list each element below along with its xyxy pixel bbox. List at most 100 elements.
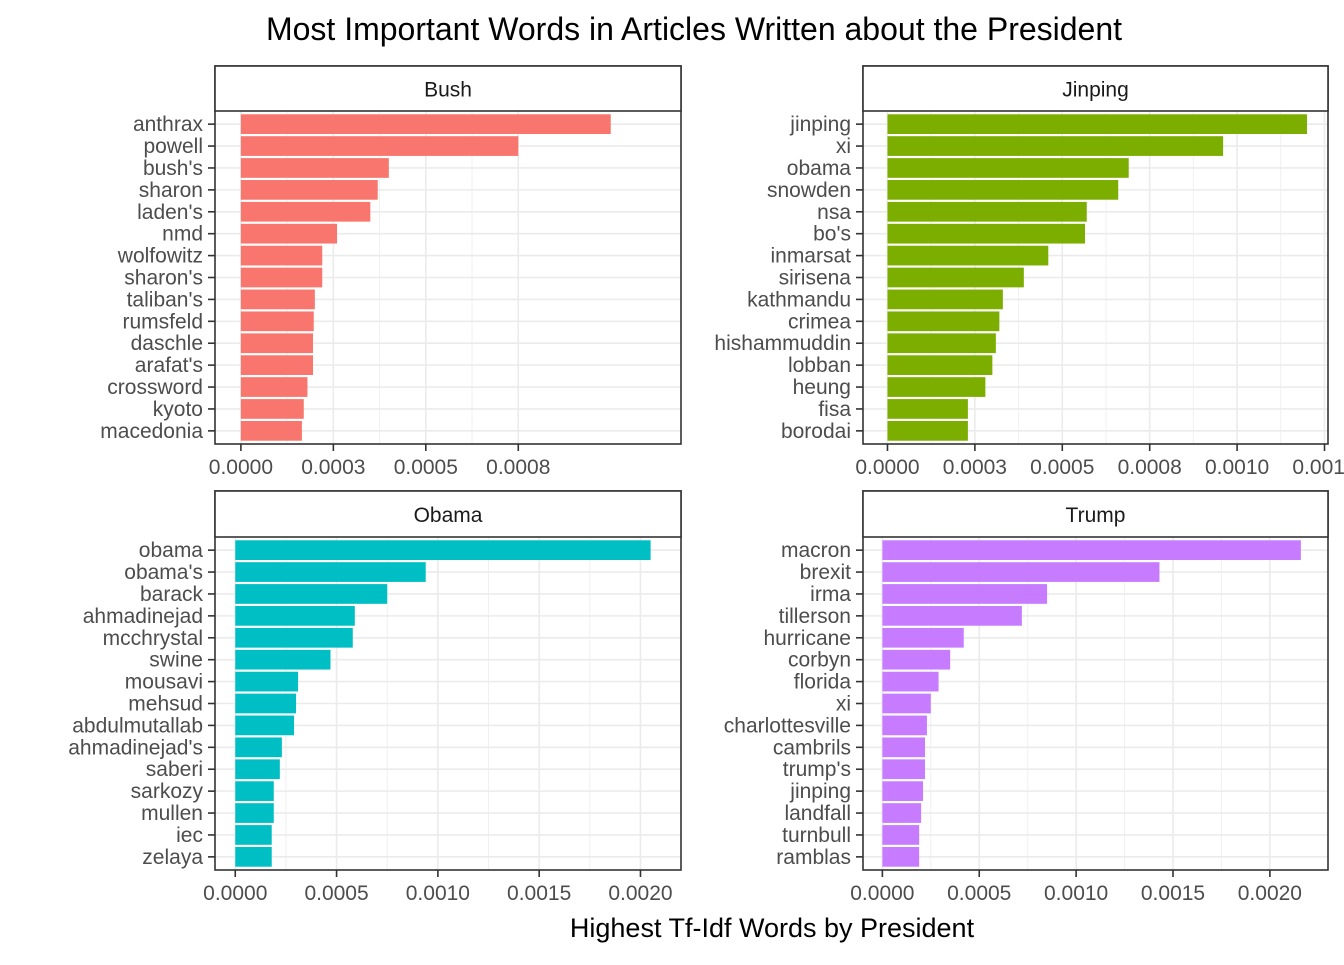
y-tick-label: ahmadinejad's xyxy=(68,736,203,759)
y-tick-label: ramblas xyxy=(776,846,851,869)
bar xyxy=(887,333,996,354)
bar xyxy=(887,311,1000,332)
bar xyxy=(235,781,274,801)
x-tick-label: 0.0008 xyxy=(486,456,550,479)
x-tick-label: 0.0010 xyxy=(1044,882,1108,905)
facet-panels: Bush anthraxpowellbush'ssharonladen'snmdw… xyxy=(68,65,1344,905)
y-tick-label: sirisena xyxy=(779,267,852,290)
x-tick-label: 0.0000 xyxy=(855,456,919,479)
y-tick-label: taliban's xyxy=(127,288,203,311)
y-tick-label: lobban xyxy=(788,354,851,377)
x-tick-label: 0.0020 xyxy=(608,882,672,905)
x-tick-label: 0.0005 xyxy=(394,456,458,479)
bar xyxy=(882,584,1048,604)
bar xyxy=(235,737,282,758)
y-tick-label: mullen xyxy=(141,802,203,825)
y-tick-label: turnbull xyxy=(782,824,851,847)
bar xyxy=(882,606,1022,626)
y-tick-label: mousavi xyxy=(125,671,203,694)
x-tick-label: 0.0003 xyxy=(943,456,1007,479)
y-tick-label: daschle xyxy=(131,332,203,355)
y-tick-label: tillerson xyxy=(779,605,851,628)
bar xyxy=(235,759,280,780)
y-tick-label: inmarsat xyxy=(770,245,851,268)
bar xyxy=(240,289,315,310)
bar xyxy=(887,355,993,375)
y-tick-label: jinping xyxy=(789,113,851,136)
bar xyxy=(882,540,1301,561)
y-tick-label: kyoto xyxy=(153,398,203,421)
bar xyxy=(882,715,927,736)
bar xyxy=(887,399,968,419)
y-tick-label: borodai xyxy=(781,420,851,443)
bar xyxy=(235,540,651,561)
y-tick-label: snowden xyxy=(767,179,851,202)
facet-strip-label: Trump xyxy=(1066,504,1126,527)
bar xyxy=(882,649,951,670)
x-tick-label: 0.0000 xyxy=(850,882,914,905)
facet-strip-label: Jinping xyxy=(1062,79,1129,102)
bar xyxy=(882,737,925,758)
y-tick-label: florida xyxy=(794,671,852,694)
facet-jinping: Jinping jinpingxiobamasnowdennsabo'sinmar… xyxy=(714,65,1344,479)
y-tick-label: arafat's xyxy=(135,354,203,377)
bar xyxy=(240,333,314,354)
bar xyxy=(882,846,920,867)
y-tick-label: trump's xyxy=(783,758,851,781)
x-tick-label: 0.0010 xyxy=(406,882,470,905)
y-tick-label: crimea xyxy=(788,310,851,333)
y-tick-label: wolfowitz xyxy=(117,245,203,268)
bar xyxy=(240,114,611,135)
y-tick-label: landfall xyxy=(784,802,851,825)
y-tick-label: macron xyxy=(781,539,851,562)
y-tick-label: iec xyxy=(176,824,203,847)
bar xyxy=(887,180,1119,200)
y-tick-label: zelaya xyxy=(142,846,203,869)
bar xyxy=(882,759,925,780)
y-tick-label: mcchrystal xyxy=(103,627,203,650)
bar xyxy=(887,377,986,397)
facet-obama: Obama obamaobama'sbarackahmadinejadmcchry… xyxy=(68,490,682,905)
facet-strip xyxy=(862,65,1329,112)
facet-strip xyxy=(214,490,682,538)
bar xyxy=(240,311,314,332)
bar xyxy=(887,158,1129,178)
y-tick-label: obama xyxy=(787,157,852,180)
x-tick-label: 0.0010 xyxy=(1205,456,1269,479)
chart-title: Most Important Words in Articles Written… xyxy=(266,11,1122,47)
bar xyxy=(240,158,389,178)
bar xyxy=(887,201,1087,222)
y-tick-label: crossword xyxy=(107,376,203,399)
y-tick-label: powell xyxy=(143,135,203,158)
y-tick-label: xi xyxy=(836,693,851,716)
bar xyxy=(887,267,1024,288)
y-tick-label: xi xyxy=(836,135,851,158)
y-tick-label: abdulmutallab xyxy=(72,714,203,737)
y-tick-label: cambrils xyxy=(773,736,851,759)
y-tick-label: nmd xyxy=(162,223,203,246)
y-tick-label: macedonia xyxy=(100,420,203,443)
bar xyxy=(240,420,302,441)
facet-strip-label: Bush xyxy=(424,79,472,102)
y-tick-label: bo's xyxy=(813,223,851,246)
bar xyxy=(240,180,378,200)
bar xyxy=(235,825,272,845)
y-tick-label: sarkozy xyxy=(131,780,204,803)
bar xyxy=(235,584,388,604)
bar xyxy=(235,627,353,648)
facet-bush: Bush anthraxpowellbush'ssharonladen'snmdw… xyxy=(100,65,682,479)
bar xyxy=(882,562,1160,582)
bar xyxy=(240,201,371,222)
y-tick-label: brexit xyxy=(800,561,852,584)
x-tick-label: 0.0000 xyxy=(203,882,267,905)
bar xyxy=(235,693,297,714)
bar xyxy=(240,136,519,156)
y-tick-label: sharon xyxy=(139,179,203,202)
y-tick-label: jinping xyxy=(789,780,851,803)
bar xyxy=(235,846,272,867)
y-tick-label: saberi xyxy=(146,758,203,781)
y-tick-label: heung xyxy=(793,376,851,399)
x-tick-label: 0.0000 xyxy=(209,456,273,479)
y-tick-label: sharon's xyxy=(124,267,203,290)
